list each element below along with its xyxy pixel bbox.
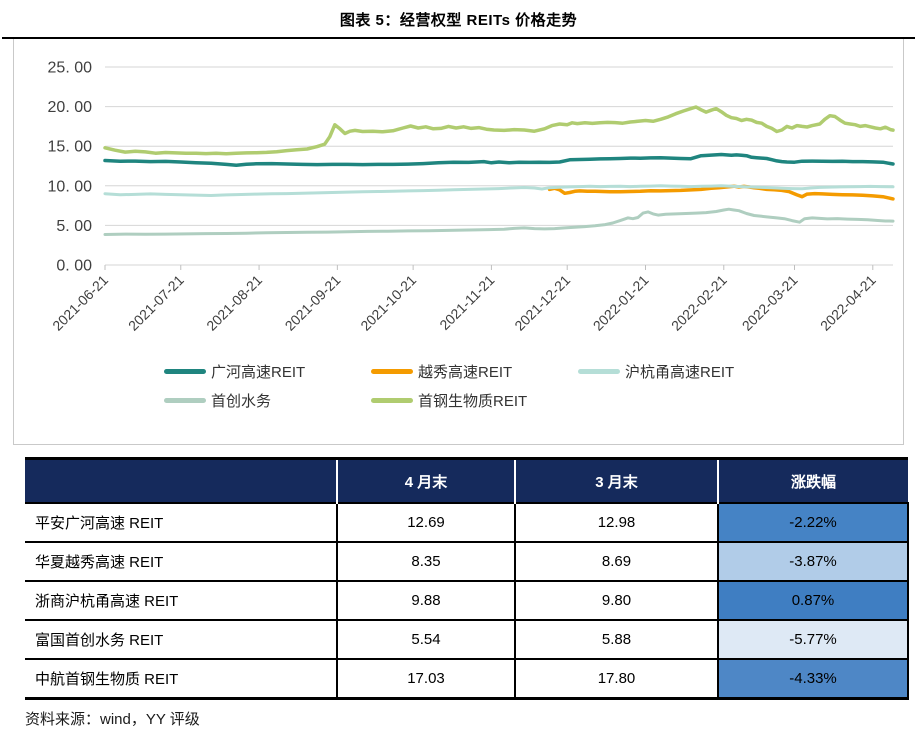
table-row: 平安广河高速 REIT 12.69 12.98 -2.22% [25,502,909,542]
value-april: 17.03 [336,658,515,699]
legend-row: 广河高速REIT 越秀高速REIT 沪杭甬高速REIT [164,357,903,386]
x-tick-label: 2021-09-21 [282,272,344,334]
header-cell-change: 涨跌幅 [717,458,908,503]
title-rule [2,37,915,39]
reits-table: 4 月末 3 月末 涨跌幅 平安广河高速 REIT 12.69 12.98 -2… [25,457,909,700]
value-march: 12.98 [514,502,718,542]
x-tick-label: 2021-10-21 [357,272,419,334]
legend-label: 首钢生物质REIT [418,393,528,410]
figure-title: 图表 5：经营权型 REITs 价格走势 [339,12,578,29]
x-tick-label: 2022-04-21 [817,272,879,334]
legend-item: 首钢生物质REIT [371,390,578,411]
table-row: 华夏越秀高速 REIT 8.35 8.69 -3.87% [25,541,909,581]
table-row: 富国首创水务 REIT 5.54 5.88 -5.77% [25,619,909,659]
header-cell-blank [25,459,337,504]
series-line-3 [103,207,895,236]
series-line-4 [103,105,895,156]
legend-row: 首创水务 首钢生物质REIT [164,386,903,415]
x-tick-label: 2021-06-21 [49,272,111,334]
legend-swatch-icon [371,398,413,403]
legend-swatch-icon [164,369,206,374]
y-tick-label: 5. 00 [56,218,92,235]
y-tick-label: 10. 00 [48,178,93,195]
legend-label: 广河高速REIT [211,364,306,381]
legend-item: 广河高速REIT [164,361,371,382]
legend-swatch-icon [371,369,413,374]
legend-label: 首创水务 [211,393,272,410]
series-line-2 [103,184,895,197]
legend-item: 首创水务 [164,390,371,411]
legend-swatch-icon [578,369,620,374]
value-april: 9.88 [336,580,515,620]
row-label: 中航首钢生物质 REIT [25,658,337,699]
change-cell: -3.87% [717,541,909,581]
y-tick-label: 25. 00 [48,60,93,77]
table-row: 中航首钢生物质 REIT 17.03 17.80 -4.33% [25,658,909,699]
row-label: 富国首创水务 REIT [25,619,337,659]
x-tick-label: 2022-03-21 [739,272,801,334]
x-tick-label: 2021-11-21 [436,272,497,333]
x-tick-label: 2021-08-21 [203,272,265,334]
y-tick-label: 20. 00 [48,99,93,116]
row-label: 浙商沪杭甬高速 REIT [25,580,337,620]
value-march: 9.80 [514,580,718,620]
chart-panel: 25. 00 20. 00 15. 00 10. 00 5. 00 0. 00 2021-0… [13,39,904,445]
y-tick-label: 15. 00 [48,139,93,156]
y-tick-label: 0. 00 [56,258,92,275]
value-april: 8.35 [336,541,515,581]
header-cell-march: 3 月末 [514,458,718,503]
row-label: 平安广河高速 REIT [25,502,337,542]
header-cell-april: 4 月末 [336,458,515,503]
legend-item: 越秀高速REIT [371,361,578,382]
change-cell: 0.87% [717,580,909,620]
row-label: 华夏越秀高速 REIT [25,541,337,581]
legend-item: 沪杭甬高速REIT [578,361,785,382]
chart-legend: 广河高速REIT 越秀高速REIT 沪杭甬高速REIT 首创水务 首钢生物质REIT [164,357,903,415]
x-tick-label: 2021-07-21 [125,272,187,334]
legend-swatch-icon [164,398,206,403]
x-tick-label: 2022-01-21 [590,272,652,334]
legend-label: 沪杭甬高速REIT [625,364,735,381]
change-cell: -4.33% [717,658,909,699]
source-note: 资料来源：wind，YY 评级 [25,711,200,728]
value-march: 17.80 [514,658,718,699]
value-march: 8.69 [514,541,718,581]
value-april: 12.69 [336,502,515,542]
table-row: 浙商沪杭甬高速 REIT 9.88 9.80 0.87% [25,580,909,620]
series-line-0 [103,152,895,167]
legend-label: 越秀高速REIT [418,364,513,381]
x-tick-label: 2022-02-21 [668,272,730,334]
change-cell: -5.77% [717,619,909,659]
x-tick-label: 2021-12-21 [511,272,573,334]
value-march: 5.88 [514,619,718,659]
value-april: 5.54 [336,619,515,659]
table-header-row: 4 月末 3 月末 涨跌幅 [25,458,908,504]
change-cell: -2.22% [717,502,909,542]
